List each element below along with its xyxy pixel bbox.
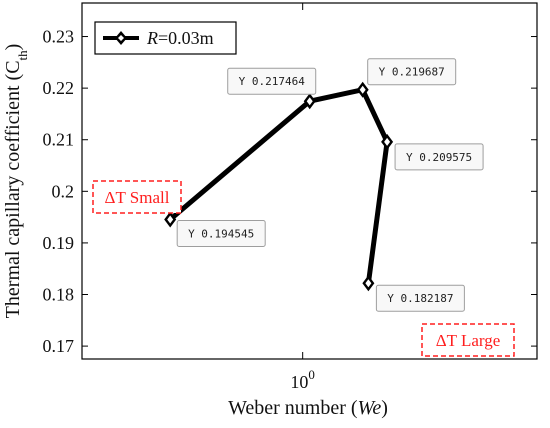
datatip-box [367, 58, 457, 86]
y-tick-label: 0.17 [43, 336, 75, 356]
x-tick-label-exponent: 0 [308, 367, 315, 382]
diamond-marker-icon-inner [306, 97, 313, 106]
datatip-label: Y 0.219687 [379, 66, 445, 79]
annotation-box [421, 323, 515, 357]
datatip: Y 0.182187 [375, 284, 465, 312]
annotation-dt-small: ΔT Small [92, 180, 182, 214]
x-axis-title-suffix: ) [381, 397, 388, 419]
datatip-box [227, 67, 317, 95]
y-tick-label: 0.19 [43, 233, 75, 253]
x-axis-ticks: 100 [290, 3, 315, 392]
datatip-box [375, 284, 465, 312]
legend-label-var: R [146, 28, 158, 48]
legend: R=0.03m [94, 21, 237, 55]
x-axis-title: Weber number (We) [228, 397, 388, 419]
legend-label-rest: =0.03m [158, 28, 214, 48]
x-tick-label: 100 [290, 367, 315, 392]
datatip-label: Y 0.217464 [239, 75, 306, 88]
annotation-box [92, 180, 182, 214]
datatip: Y 0.219687 [367, 58, 457, 86]
y-axis-title-suffix: ) [2, 44, 24, 51]
diamond-marker-icon-inner [359, 85, 366, 94]
data-point-marker [362, 275, 375, 292]
annotation-label: ΔT Small [105, 188, 170, 207]
datatip-layer: Y 0.194545 Y 0.217464 Y 0.219687 Y 0.209575… [176, 58, 484, 312]
annotation-dt-large: ΔT Large [421, 323, 515, 357]
data-point-marker [303, 93, 316, 110]
diamond-marker-icon-inner [365, 279, 372, 288]
y-tick-label: 0.2 [52, 181, 75, 201]
axis-frame [81, 2, 538, 360]
diamond-marker-icon-inner [167, 215, 174, 224]
diamond-marker-icon-inner [118, 35, 124, 41]
y-axis-title: Thermal capillary coefficient (Cth) [2, 44, 30, 319]
datatip-label: Y 0.182187 [387, 292, 453, 305]
y-axis-ticks: 0.17 0.18 0.19 0.2 0.21 0.22 0.23 [43, 27, 537, 356]
y-tick-label: 0.18 [43, 285, 75, 305]
annotation-layer: ΔT Small ΔT Large [92, 180, 515, 357]
data-point-marker [356, 81, 369, 98]
y-tick-label: 0.22 [43, 78, 75, 98]
datatip-label: Y 0.209575 [406, 151, 472, 164]
x-axis-title-main: Weber number ( [228, 397, 358, 419]
y-axis-title-main: Thermal capillary coefficient (C [2, 60, 24, 318]
diamond-marker-icon-inner [384, 137, 391, 146]
legend-label: R=0.03m [146, 28, 214, 48]
y-tick-label: 0.21 [43, 130, 75, 150]
datatip: Y 0.194545 [176, 219, 266, 247]
datatip-label: Y 0.194545 [188, 227, 254, 240]
x-tick-label-base: 10 [290, 372, 308, 392]
data-point-marker [164, 211, 177, 228]
data-point-marker [381, 133, 394, 150]
series-layer [164, 81, 394, 292]
axis-box [81, 2, 538, 360]
datatip-box [176, 219, 266, 247]
y-axis-title-subscript: th [15, 50, 30, 61]
datatip-box [394, 143, 484, 171]
datatip: Y 0.209575 [394, 143, 484, 171]
x-axis-title-symbol: We [358, 397, 382, 419]
datatip: Y 0.217464 [227, 67, 317, 95]
y-tick-label: 0.23 [43, 27, 75, 47]
annotation-label: ΔT Large [436, 331, 501, 350]
